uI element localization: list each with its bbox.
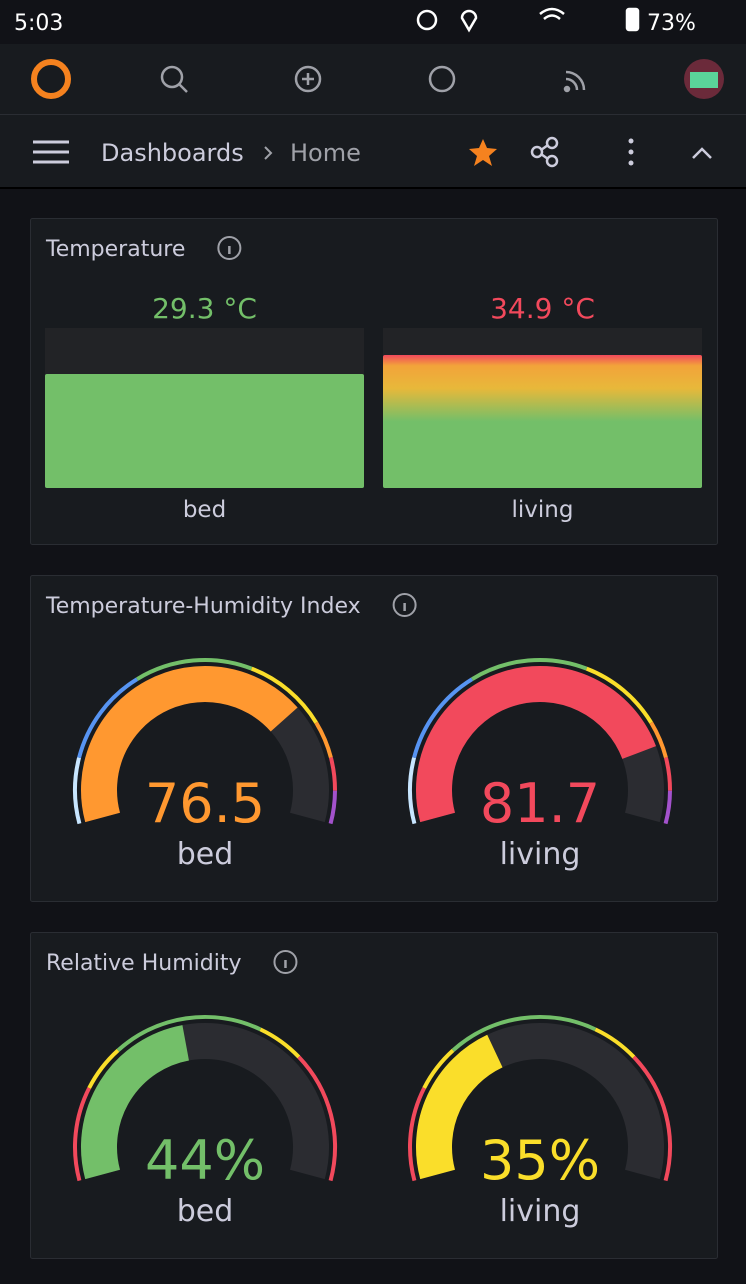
menu-button[interactable] <box>33 140 69 164</box>
breadcrumb-separator <box>264 146 273 160</box>
threshold-arc <box>116 1015 262 1052</box>
threshold-arc <box>649 721 668 759</box>
status-bar <box>0 0 746 44</box>
breadcrumb-bar <box>0 114 746 188</box>
threshold-arc <box>328 790 337 825</box>
threshold-arc <box>250 666 318 724</box>
threshold-arc <box>412 677 474 759</box>
panel-title: Temperature <box>45 237 185 262</box>
bar-gauge-value: 29.3 °C <box>152 292 257 325</box>
gauge-label: living <box>500 1194 581 1229</box>
gauge-value: 35% <box>480 1129 600 1192</box>
panel <box>30 575 718 902</box>
breadcrumb-parent[interactable]: Dashboards <box>101 139 244 167</box>
threshold-arc <box>585 666 653 724</box>
panel-title: Temperature-Humidity Index <box>45 594 361 619</box>
threshold-arc <box>663 790 672 825</box>
threshold-arc <box>259 1027 301 1059</box>
gauge-value: 44% <box>145 1129 265 1192</box>
bar-gauge-label: living <box>512 497 574 523</box>
share-button[interactable] <box>530 136 559 168</box>
grafana-logo[interactable] <box>31 59 71 99</box>
threshold-arc <box>451 1015 597 1052</box>
threshold-arc <box>328 757 337 791</box>
threshold-arc <box>73 757 82 825</box>
panel <box>30 932 718 1259</box>
threshold-arc <box>408 1087 426 1182</box>
threshold-arc <box>594 1027 636 1059</box>
avatar-art <box>690 72 718 88</box>
gauge-value: 76.5 <box>145 772 265 835</box>
bar-gauge-label: bed <box>183 497 226 523</box>
gauge-fill <box>416 666 656 823</box>
top-nav <box>0 44 746 114</box>
threshold-arc <box>663 757 672 791</box>
gauge-fill <box>81 1025 190 1180</box>
threshold-arc <box>471 658 588 681</box>
threshold-arc <box>408 757 417 825</box>
threshold-arc <box>297 1055 337 1182</box>
bar-gauge-fill <box>383 355 702 488</box>
clock: 5:03 <box>14 11 63 36</box>
collapse-button[interactable] <box>692 147 712 159</box>
gauge-label: living <box>500 837 581 872</box>
gauge-label: bed <box>177 837 234 872</box>
threshold-arc <box>87 1048 120 1089</box>
threshold-arc <box>77 677 139 759</box>
info-icon[interactable] <box>273 950 298 974</box>
gauge-value: 81.7 <box>480 772 600 835</box>
more-button[interactable] <box>628 138 634 166</box>
gauge-label: bed <box>177 1194 234 1229</box>
star-button[interactable] <box>469 139 497 166</box>
nav-icons[interactable] <box>160 65 586 93</box>
threshold-arc <box>314 721 333 759</box>
battery-level: 73% <box>647 11 696 36</box>
threshold-arc <box>136 658 253 681</box>
gauge-fill <box>416 1034 504 1180</box>
threshold-arc <box>422 1048 455 1089</box>
panel-title: Relative Humidity <box>46 951 241 976</box>
info-icon[interactable] <box>392 593 417 617</box>
gauge-fill <box>81 666 298 823</box>
status-icons <box>416 7 640 33</box>
threshold-arc <box>73 1087 91 1182</box>
breadcrumb-current: Home <box>290 139 361 167</box>
threshold-arc <box>632 1055 672 1182</box>
bar-gauge-fill <box>45 374 364 488</box>
info-icon[interactable] <box>217 236 242 260</box>
bar-gauge-value: 34.9 °C <box>490 292 595 325</box>
